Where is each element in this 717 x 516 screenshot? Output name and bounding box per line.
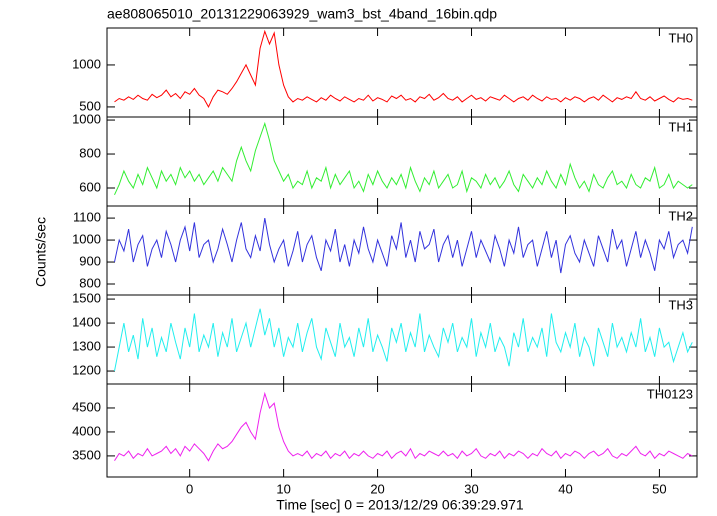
y-tick-label: 1400 [72,315,101,330]
y-tick-label: 1000 [72,231,101,246]
light-curve [114,391,693,462]
y-tick-label: 500 [79,98,101,113]
y-tick-label: 1500 [72,291,101,306]
panel-label: TH2 [668,208,693,223]
y-tick-label: 1100 [73,210,101,225]
light-curve [114,308,693,372]
x-tick-label: 20 [370,481,384,496]
y-tick-label: 3500 [72,447,101,462]
y-tick-label: 900 [79,253,101,268]
y-tick-label: 1200 [72,362,101,377]
panel-frame [106,205,698,296]
y-tick-label: 600 [79,179,101,194]
panel-frame [106,27,698,118]
panel-label: TH3 [668,297,693,312]
light-curve [114,29,693,108]
y-tick-label: 1000 [72,111,101,126]
x-tick-label: 0 [186,481,193,496]
y-tick-label: 1000 [72,56,101,71]
y-tick-label: 4500 [72,399,101,414]
y-tick-label: 4000 [72,423,101,438]
panel-frame [106,294,698,385]
panel-frame [106,383,698,478]
y-axis-label: Counts/sec [33,217,49,287]
y-tick-label: 800 [79,275,101,290]
panel-label: TH0123 [647,386,693,401]
y-tick-label: 1300 [72,338,101,353]
panel-label: TH0 [668,30,693,45]
panel-label: TH1 [668,119,693,134]
x-tick-label: 50 [652,481,666,496]
light-curve [114,121,693,196]
x-tick-label: 40 [558,481,572,496]
y-tick-label: 800 [79,145,101,160]
panel-frame [106,116,698,207]
x-axis-label: Time [sec] 0 = 2013/12/29 06:39:29.971 [276,497,524,513]
x-tick-label: 10 [276,481,290,496]
x-tick-label: 30 [464,481,478,496]
figure-title: ae808065010_20131229063929_wam3_bst_4ban… [107,6,497,22]
light-curve [114,218,693,274]
